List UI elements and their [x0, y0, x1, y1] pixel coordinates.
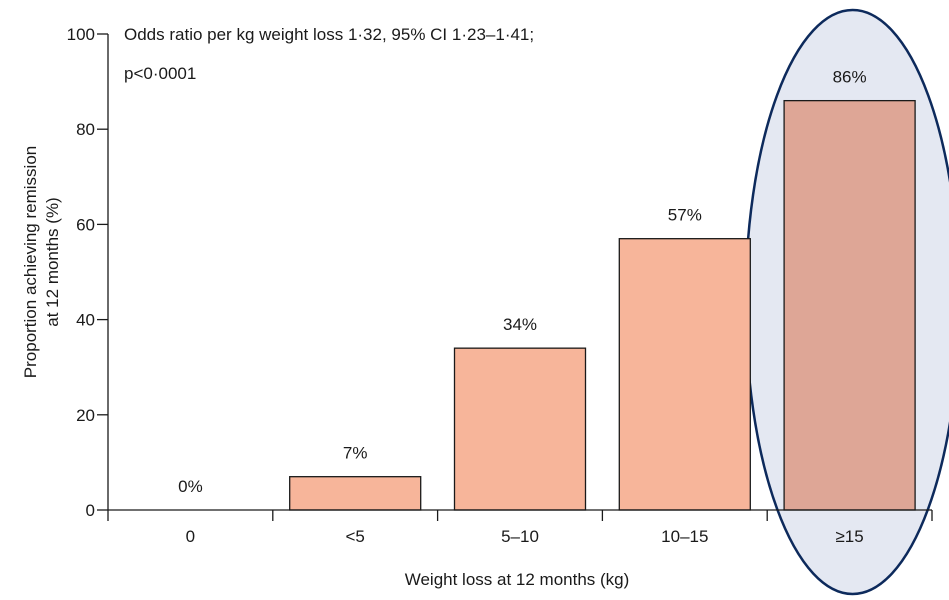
annotation-line-2: p<0·0001 — [124, 64, 196, 83]
bar-4 — [783, 99, 916, 511]
x-tick-label-2: 5–10 — [501, 527, 539, 546]
x-axis-title: Weight loss at 12 months (kg) — [405, 570, 630, 589]
y-axis-title-line-2: at 12 months (%) — [43, 197, 62, 326]
y-tick-label-5: 100 — [67, 25, 95, 44]
data-label-4: 86% — [833, 68, 867, 87]
y-axis-title-line-1: Proportion achieving remission — [21, 146, 40, 378]
bar-1 — [289, 476, 422, 511]
data-label-0: 0% — [178, 477, 203, 496]
data-label-2: 34% — [503, 315, 537, 334]
x-tick-label-3: 10–15 — [661, 527, 708, 546]
bar-2 — [453, 347, 587, 511]
x-axis: 0 <5 5–10 10–15 ≥15 — [107, 509, 933, 546]
x-tick-label-1: <5 — [346, 527, 365, 546]
y-tick-label-0: 0 — [86, 501, 95, 520]
annotation-line-1: Odds ratio per kg weight loss 1·32, 95% … — [124, 25, 534, 44]
y-tick-label-4: 80 — [76, 120, 95, 139]
bar-3 — [618, 238, 751, 511]
bars-layer — [289, 99, 916, 511]
y-tick-label-1: 20 — [76, 406, 95, 425]
x-tick-label-4: ≥15 — [835, 527, 863, 546]
y-tick-label-3: 60 — [76, 215, 95, 234]
y-tick-label-2: 40 — [76, 311, 95, 330]
data-labels: 0% 7% 34% 57% 86% — [178, 68, 867, 496]
data-label-1: 7% — [343, 444, 368, 463]
data-label-3: 57% — [668, 206, 702, 225]
x-tick-label-0: 0 — [186, 527, 195, 546]
y-axis: 0 20 40 60 80 100 — [67, 25, 109, 520]
